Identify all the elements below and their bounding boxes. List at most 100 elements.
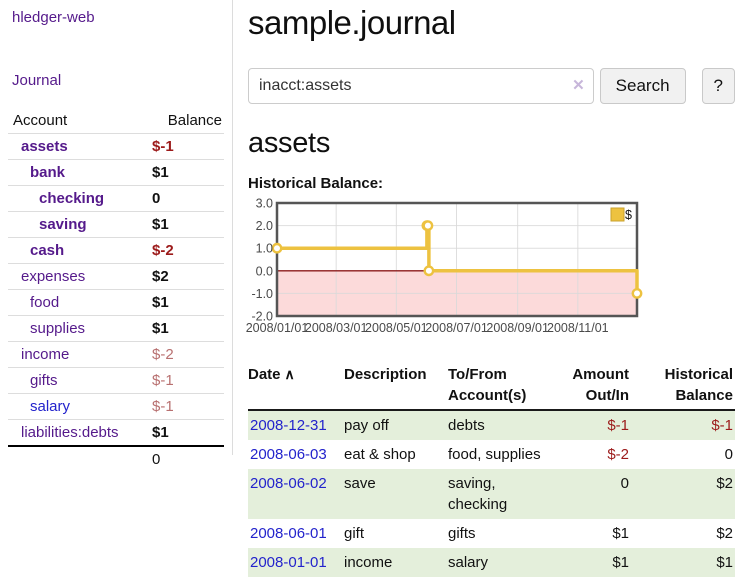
transaction-date-link[interactable]: 2008-12-31 (250, 417, 327, 434)
account-balance: $-1 (152, 367, 224, 394)
page-title: sample.journal (248, 4, 456, 41)
account-link[interactable]: supplies (30, 320, 86, 337)
x-axis-tick-label: 2008/05/01 (365, 321, 428, 335)
transaction-balance: $2 (716, 525, 733, 542)
transaction-date-cell: 2008-06-02 (248, 469, 344, 519)
account-link[interactable]: checking (39, 190, 105, 207)
transaction-date-cell: 2008-06-03 (248, 440, 344, 469)
transaction-date-cell: 2008-06-01 (248, 519, 344, 548)
account-balance: $1 (152, 289, 224, 316)
transaction-description: pay off (344, 417, 389, 434)
account-balance: $1 (152, 315, 224, 342)
y-axis-tick-label: 2.0 (256, 219, 273, 233)
transaction-amount: $-1 (607, 417, 629, 434)
register-row: 2008-06-02 save saving, checking 0 $2 (248, 469, 735, 519)
account-heading: assets (248, 127, 331, 159)
account-link[interactable]: food (30, 294, 60, 311)
account-row: income $-2 (8, 341, 224, 368)
account-name-cell: food (8, 289, 153, 316)
account-link[interactable]: salary (30, 398, 71, 415)
register-row: 2008-01-01 income salary $1 $1 (248, 548, 735, 577)
account-name-cell: assets (8, 133, 153, 160)
sidebar: hledger-web Journal Account Balance asse… (0, 0, 233, 472)
account-name-cell: expenses (8, 263, 153, 290)
account-name-cell: income (8, 341, 153, 368)
account-name-cell: salary (8, 393, 153, 420)
search-input[interactable] (248, 68, 594, 104)
transaction-balance: $2 (716, 475, 733, 492)
data-point-marker (271, 242, 283, 254)
account-balance: $2 (152, 263, 224, 290)
column-header-amount: Amount Out/In (561, 362, 641, 411)
y-axis-tick-label: -2.0 (251, 310, 273, 324)
transaction-date-link[interactable]: 2008-06-02 (250, 475, 327, 492)
account-balance: $1 (152, 211, 224, 238)
transaction-date-link[interactable]: 2008-01-01 (250, 554, 327, 571)
transaction-description: income (344, 554, 393, 571)
transaction-accounts: saving, checking (448, 475, 508, 513)
accounts-total-value: 0 (152, 445, 224, 472)
historical-balance-chart[interactable]: $3.0 2.0 1.0 0.0 -1.0 -2.0 2008/01/01 2008/03/0… (246, 197, 643, 341)
transaction-accounts: food, supplies (448, 446, 541, 463)
account-name-cell: liabilities:debts (8, 419, 153, 447)
account-row: salary $-1 (8, 393, 224, 420)
x-axis-tick-label: 2008/03/01 (305, 321, 368, 335)
account-balance: 0 (152, 185, 224, 212)
account-link[interactable]: saving (39, 216, 87, 233)
x-axis-tick-label: 2008/07/01 (425, 321, 488, 335)
x-axis-tick-label: 2008/11/01 (547, 321, 609, 335)
transaction-date-cell: 2008-01-01 (248, 548, 344, 577)
transaction-description: gift (344, 525, 365, 542)
column-header-description: Description (344, 362, 448, 411)
transaction-amount: $1 (612, 525, 629, 542)
legend-swatch (610, 207, 625, 222)
transaction-date-cell: 2008-12-31 (248, 410, 344, 440)
account-link[interactable]: gifts (30, 372, 58, 389)
account-name-cell: gifts (8, 367, 153, 394)
transaction-balance: $-1 (711, 417, 733, 434)
register-row: 2008-06-01 gift gifts $1 $2 (248, 519, 735, 548)
account-link[interactable]: liabilities:debts (21, 424, 119, 441)
account-balance: $-1 (152, 133, 224, 160)
account-row: gifts $-1 (8, 367, 224, 394)
help-button[interactable]: ? (701, 68, 735, 104)
account-balance: $-1 (152, 393, 224, 420)
transaction-description: save (344, 475, 376, 492)
column-header-balance: Historical Balance (641, 362, 735, 411)
account-link[interactable]: assets (21, 138, 68, 155)
main-content: sample.journal ✕ Search ? assets Histori… (246, 0, 735, 577)
accounts-header-balance: Balance (152, 108, 224, 134)
y-axis-tick-label: 0.0 (256, 264, 273, 278)
column-header-date[interactable]: Date ∧ (248, 362, 344, 411)
data-point-marker (423, 265, 435, 277)
legend-label: $ (625, 208, 632, 222)
account-link[interactable]: income (21, 346, 70, 363)
register-header-row: Date ∧ Description To/From Account(s) Amo… (248, 362, 735, 411)
account-balance: $-2 (152, 237, 224, 264)
search-button[interactable]: Search (599, 68, 686, 104)
register-table: Date ∧ Description To/From Account(s) Amo… (248, 362, 735, 577)
account-link[interactable]: cash (30, 242, 65, 259)
clear-search-icon[interactable]: ✕ (572, 77, 585, 94)
transaction-amount: $-2 (607, 446, 629, 463)
app-brand-link[interactable]: hledger-web (12, 9, 95, 26)
account-balance: $-2 (152, 341, 224, 368)
accounts-total-spacer (8, 445, 153, 472)
account-name-cell: supplies (8, 315, 153, 342)
register-row: 2008-12-31 pay off debts $-1 $-1 (248, 410, 735, 440)
search-input-wrap: ✕ (248, 68, 594, 104)
account-link[interactable]: bank (30, 164, 66, 181)
account-link[interactable]: expenses (21, 268, 86, 285)
transaction-accounts: salary (448, 554, 489, 571)
transaction-date-link[interactable]: 2008-06-03 (250, 446, 327, 463)
chart-title: Historical Balance: (248, 175, 384, 192)
account-name-cell: checking (8, 185, 153, 212)
transaction-date-link[interactable]: 2008-06-01 (250, 525, 327, 542)
sidebar-item-journal[interactable]: Journal (12, 72, 62, 89)
data-point-marker (631, 288, 643, 299)
y-axis-tick-label: -1.0 (251, 287, 273, 301)
account-balance: $1 (152, 419, 224, 447)
register-row: 2008-06-03 eat & shop food, supplies $-2 0 (248, 440, 735, 469)
transaction-accounts: gifts (448, 525, 476, 542)
account-row: bank $1 (8, 159, 224, 186)
